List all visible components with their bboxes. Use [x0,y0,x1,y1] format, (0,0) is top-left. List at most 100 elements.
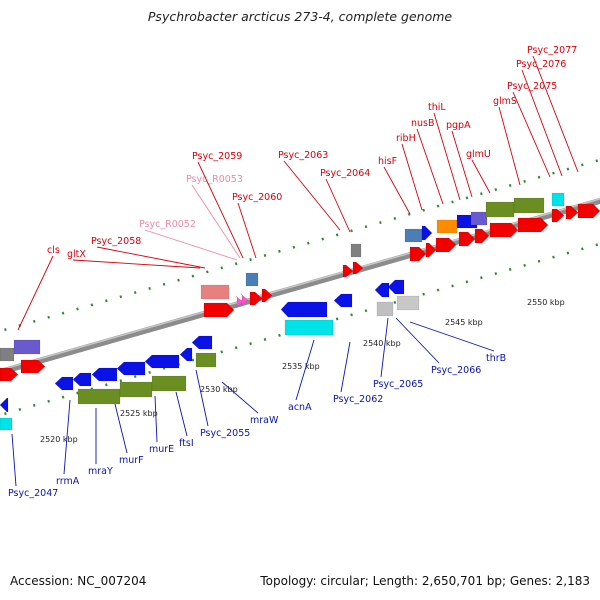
gene-label-psyc_2076[interactable]: Psyc_2076 [516,59,566,70]
kbp-tick-label: 2520 kbp [40,435,78,444]
leader-line [521,69,563,177]
accession-label: Accession: [10,574,74,588]
gene-feature [240,293,249,307]
gene-feature [376,301,394,317]
leader-line [498,106,521,186]
gene-label-pgpa[interactable]: pgpA [446,120,471,131]
gene-label-nusb[interactable]: nusB [411,118,435,129]
gene-feature [485,201,515,218]
gene-feature [551,208,565,223]
leader-line [512,91,551,178]
gene-label-psyc_r0052[interactable]: Psyc_R0052 [139,219,196,230]
gene-feature [119,381,153,398]
gene-label-cls[interactable]: cls [47,245,60,256]
gene-label-psyc_2065[interactable]: Psyc_2065 [373,379,423,390]
gene-label-glmu[interactable]: glmU [466,149,491,160]
gene-feature [374,282,390,298]
gene-feature [0,397,9,413]
gene-label-psyc_2063[interactable]: Psyc_2063 [278,150,328,161]
gene-label-acna[interactable]: acnA [288,402,312,413]
gene-label-psyc_2075[interactable]: Psyc_2075 [507,81,557,92]
gene-label-gltx[interactable]: gltX [67,249,86,260]
gene-feature [249,291,263,306]
leader-line [295,339,315,401]
gene-label-psyc_2055[interactable]: Psyc_2055 [200,428,250,439]
gene-label-thrb[interactable]: thrB [486,353,506,364]
leader-line [340,341,351,393]
gene-feature [179,347,193,362]
leader-line [17,255,54,331]
gene-label-mraw[interactable]: mraW [250,415,279,426]
gene-feature [513,197,545,214]
gene-feature [458,231,476,247]
leader-line [401,143,423,211]
gene-label-psyc_2059[interactable]: Psyc_2059 [192,151,242,162]
gene-feature [396,295,420,311]
gene-label-ribh[interactable]: ribH [396,133,416,144]
leader-line [451,130,473,198]
gene-label-psyc_2060[interactable]: Psyc_2060 [232,192,282,203]
gene-feature [0,367,19,382]
gene-label-psyc_r0053[interactable]: Psyc_R0053 [186,174,243,185]
leader-line [416,128,444,205]
gene-label-mray[interactable]: mraY [88,466,113,477]
gene-feature [489,222,519,238]
leader-line [532,55,579,173]
gene-feature [195,352,217,368]
gene-feature [577,203,600,219]
kbp-tick-label: 2525 kbp [120,409,158,418]
gene-label-murf[interactable]: murF [119,455,144,466]
accession-value: NC_007204 [77,574,147,588]
gene-label-glms[interactable]: glmS [493,96,517,107]
kbp-ticks: 2520 kbp 2525 kbp 2530 kbp 2535 kbp 2540 kbp… [40,298,565,444]
gene-feature [342,264,354,278]
gene-feature [0,417,13,431]
gene-feature [200,284,230,300]
gene-feature [20,359,46,374]
kbp-tick-label: 2540 kbp [363,339,401,348]
gene-label-psyc_2064[interactable]: Psyc_2064 [320,168,370,179]
gene-label-psyc_2058[interactable]: Psyc_2058 [91,236,141,247]
leader-line [114,403,128,454]
gene-label-psyc_2062[interactable]: Psyc_2062 [333,394,383,405]
gene-feature [421,225,433,241]
gene-feature [350,243,362,258]
gene-label-psyc_2047[interactable]: Psyc_2047 [8,488,58,499]
kbp-tick-label: 2550 kbp [527,298,565,307]
kbp-tick-label: 2545 kbp [445,318,483,327]
leader-line [283,160,341,231]
gene-label-mure[interactable]: murE [149,444,174,455]
gene-feature [144,354,180,369]
gene-feature [261,288,273,303]
gene-label-hisf[interactable]: hisF [378,156,397,167]
gene-feature [551,192,565,207]
gene-feature [54,376,74,391]
gene-label-psyc_2066[interactable]: Psyc_2066 [431,365,481,376]
leader-line [11,433,17,487]
leader-line [197,161,244,259]
leader-line [325,178,351,233]
gene-feature [565,205,579,220]
leader-line [195,369,209,427]
leader-line [96,246,206,269]
leader-line [433,112,461,201]
gene-feature [203,302,235,318]
leader-line [395,317,440,364]
leader-line [409,321,495,352]
kbp-tick-label: 2535 kbp [282,362,320,371]
gene-label-thil[interactable]: thiL [428,102,446,113]
gene-label-psyc_2077[interactable]: Psyc_2077 [527,45,577,56]
leader-line [63,399,71,475]
leader-line [144,229,238,261]
gene-feature [517,217,549,233]
leader-line [72,259,201,269]
gene-feature [116,361,146,376]
gene-label-rrma[interactable]: rrmA [56,476,80,487]
leader-line [383,166,411,215]
leader-line [471,159,491,194]
topology-summary: Topology: circular; Length: 2,650,701 bp… [260,574,590,588]
gene-label-ftsi[interactable]: ftsI [179,438,194,449]
gene-feature [352,261,364,275]
gene-feature [0,347,15,362]
